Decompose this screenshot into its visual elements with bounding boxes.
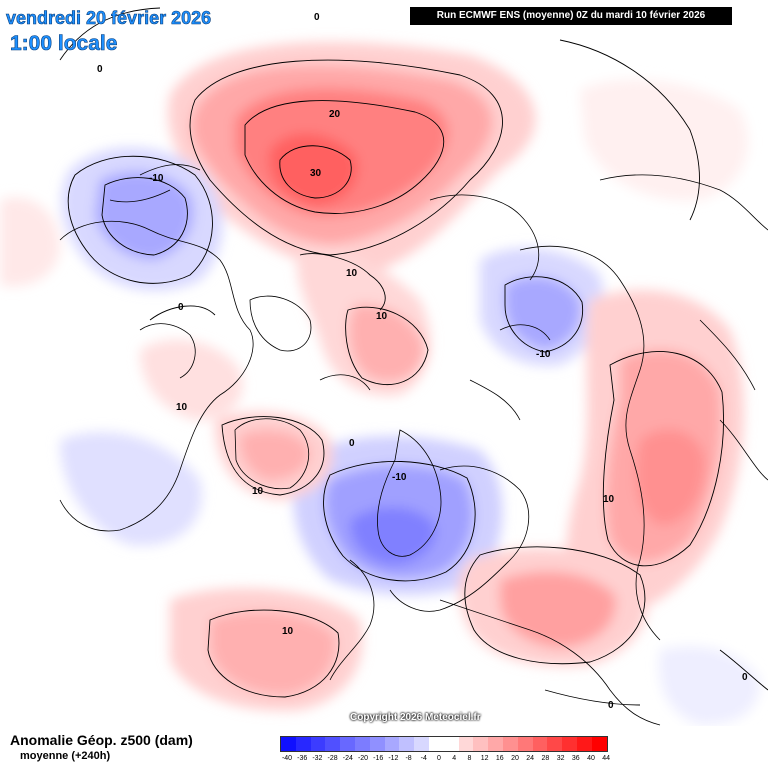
scale-tick-label: 24 (526, 755, 535, 762)
scale-swatch (502, 737, 518, 751)
scale-tick-label: -4 (420, 755, 427, 762)
scale-tick-label: 16 (495, 755, 504, 762)
contour-0-topleft: 0 (97, 64, 103, 75)
scale-tick-label: 32 (556, 755, 565, 762)
scale-swatch (354, 737, 370, 751)
contour-0-pacific: 0 (742, 672, 748, 683)
contour-10-eastasia: 10 (603, 494, 615, 505)
contour-0-greenland: 0 (349, 438, 355, 449)
scale-swatch (310, 737, 326, 751)
scale-tick-label: -16 (373, 755, 384, 762)
contour-10-atlantic: 10 (282, 626, 294, 637)
scale-swatch (488, 737, 503, 751)
copyright: Copyright 2026 Meteociel.fr (350, 712, 481, 723)
map-title: Anomalie Géop. z500 (dam) (10, 732, 193, 748)
scale-swatch (428, 737, 444, 751)
forecast-date: vendredi 20 février 2026 (6, 8, 212, 29)
scale-swatch (384, 737, 400, 751)
scale-tick-label: 4 (452, 755, 457, 762)
scale-tick-label: -40 (281, 755, 293, 762)
contour-m10-alaska: -10 (149, 173, 164, 184)
anomaly-shading (0, 42, 760, 725)
scale-swatch (547, 737, 563, 751)
scale-tick-label: -20 (357, 755, 369, 762)
contour-30-siberia: 30 (310, 168, 322, 179)
scale-tick-label: 20 (511, 755, 519, 762)
scale-tick-label: -8 (405, 755, 412, 762)
scale-tick-label: 8 (467, 755, 472, 762)
scale-swatch (562, 737, 577, 751)
contour-10-hudson: 10 (176, 402, 188, 413)
contour-10-greenland: 10 (252, 486, 264, 497)
scale-swatch (281, 737, 296, 751)
scale-tick-label: 44 (602, 755, 611, 762)
contour-20-siberia: 20 (329, 109, 341, 120)
scale-swatch (399, 737, 415, 751)
contour-0-top: 0 (314, 12, 320, 23)
scale-tick-label: -36 (297, 755, 308, 762)
scale-swatch (414, 737, 429, 751)
contour-lines (59, 7, 768, 706)
scale-swatch (369, 737, 385, 751)
contour-0-arabia: 0 (608, 700, 614, 711)
scale-swatch (591, 737, 607, 751)
contour-labels: 0 0 20 30 -10 10 10 0 10 -10 0 10 -10 10… (97, 12, 748, 711)
contour-10-arctic: 10 (346, 268, 358, 279)
contour-m10-central-asia: -10 (536, 349, 551, 360)
contour-10-pole: 10 (376, 311, 388, 322)
contour-0-canada: 0 (178, 302, 184, 313)
scale-tick-label: -24 (342, 755, 353, 762)
forecast-local-time: 1:00 locale (10, 32, 118, 56)
scale-tick-label: 40 (587, 755, 595, 762)
scale-swatch (295, 737, 311, 751)
scale-tick-label: 12 (480, 755, 489, 762)
scale-swatch (340, 737, 355, 751)
scale-swatch (473, 737, 489, 751)
color-scale-bar (280, 736, 608, 752)
scale-tick-label: -32 (312, 755, 323, 762)
contour-m10-scandinavia: -10 (392, 472, 407, 483)
scale-tick-label: 0 (437, 755, 441, 762)
run-info-banner: Run ECMWF ENS (moyenne) 0Z du mardi 10 f… (410, 7, 732, 25)
scale-swatch (532, 737, 548, 751)
scale-swatch (517, 737, 533, 751)
scale-tick-label: 36 (571, 755, 580, 762)
scale-tick-label: -28 (327, 755, 338, 762)
scale-swatch (458, 737, 474, 751)
scale-tick-label: -12 (388, 755, 399, 762)
scale-swatch (576, 737, 592, 751)
color-scale-labels: -40 -36 -32 -28 -24 -20 -16 -12 -8 -4 0 4 8 12 16 20 24 2… (280, 755, 620, 765)
map-subtitle: moyenne (+240h) (20, 750, 111, 762)
scale-swatch (443, 737, 459, 751)
scale-tick-label: 28 (541, 755, 550, 762)
scale-swatch (325, 737, 341, 751)
